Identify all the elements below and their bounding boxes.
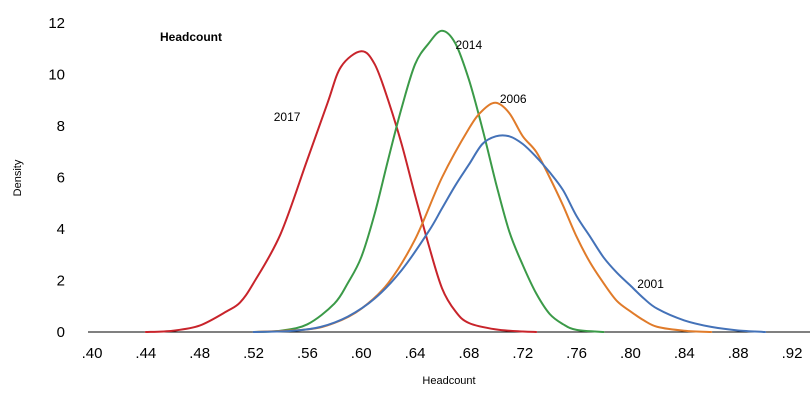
x-tick-label: .56 [297,345,318,362]
x-tick-label: .40 [82,345,103,362]
y-tick-label: 6 [57,170,65,187]
x-tick-label: .72 [512,345,533,362]
series-lines [144,29,767,333]
y-axis-label: Density [12,159,24,196]
annotation-label-2014: 2014 [455,38,482,52]
chart-title: Headcount [160,30,222,44]
x-axis-label: Headcount [422,375,475,387]
y-tick-label: 10 [48,67,65,84]
series-line-2017 [144,50,538,333]
series-line-2014 [252,29,605,333]
x-tick-label: .88 [728,345,749,362]
series-line-2006 [252,101,713,333]
y-tick-label: 0 [57,324,65,341]
series-line-2001 [252,134,767,333]
x-tick-labels: .40 .44 .48 .52 .56 .60 .64 .68 .72 .76 .80 .84 .88.… [82,345,803,362]
series-annotations: 2017 2014 2006 2001 [274,38,664,291]
x-tick-label: .64 [405,345,426,362]
annotation-label-2006: 2006 [500,92,527,106]
y-tick-labels: 0 2 4 6 8 10 12 [48,15,65,341]
x-tick-label: .80 [620,345,641,362]
x-tick-label: .48 [189,345,210,362]
x-tick-label: .92 [782,345,803,362]
x-tick-label: .60 [351,345,372,362]
x-tick-label: .84 [674,345,695,362]
x-tick-label: .68 [458,345,479,362]
annotation-label-2001: 2001 [637,277,664,291]
annotation-label-2017: 2017 [274,110,301,124]
y-tick-label: 4 [57,221,65,238]
x-tick-label: .44 [135,345,156,362]
y-tick-label: 2 [57,273,65,290]
x-tick-label: .76 [566,345,587,362]
y-tick-label: 12 [48,15,65,32]
x-tick-label: .52 [243,345,264,362]
y-tick-label: 8 [57,118,65,135]
